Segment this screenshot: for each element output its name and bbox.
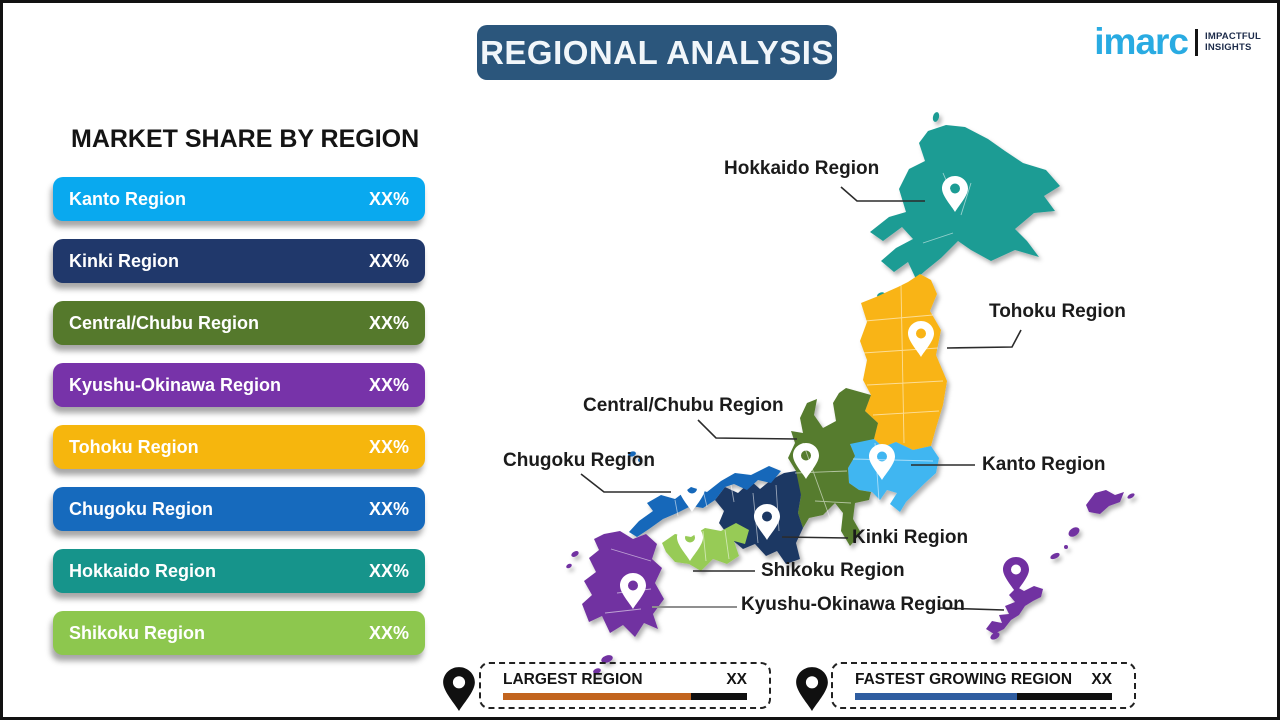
island-okinawa-islet (990, 632, 1000, 640)
share-bar-value: XX% (368, 622, 409, 643)
share-bar-label: Kanto Region (69, 188, 186, 209)
region-shikoku (662, 523, 749, 571)
island-kyushu-islet (593, 668, 601, 674)
leader-tohoku (946, 329, 1022, 349)
map-label-hokkaido: Hokkaido Region (724, 158, 880, 179)
logo-tagline: IMPACTFUL INSIGHTS (1205, 31, 1261, 53)
share-bar-label: Hokkaido Region (69, 560, 217, 581)
map-label-kyushu-okinawa: Kyushu-Okinawa Region (741, 594, 965, 615)
share-bar-label: Kinki Region (69, 250, 180, 271)
page-title: REGIONAL ANALYSIS (480, 33, 834, 71)
island-kyushu-islet (571, 551, 579, 557)
island-okinawa-islet (1068, 527, 1080, 537)
island-okinawa-islet (1050, 552, 1060, 560)
share-bar-label: Kyushu-Okinawa Region (69, 374, 282, 395)
share-bar-label: Shikoku Region (69, 622, 206, 643)
region-chugoku (629, 466, 781, 537)
map-label-chubu: Central/Chubu Region (583, 395, 784, 416)
pin-okinawa (1003, 557, 1029, 593)
legend-fastest-value: XX (1091, 671, 1112, 688)
map-label-shikoku: Shikoku Region (761, 560, 905, 581)
share-bar-chugoku: Chugoku Region XX% (53, 487, 425, 531)
legend-fastest-bar (855, 693, 1112, 700)
share-bar-kinki: Kinki Region XX% (53, 239, 425, 283)
island-oki (628, 451, 636, 457)
region-tohoku (860, 274, 947, 450)
leader-kyushu-right (939, 607, 1005, 611)
map-label-tohoku: Tohoku Region (989, 301, 1126, 322)
share-bar-value: XX% (368, 250, 409, 271)
map-label-kanto: Kanto Region (982, 454, 1106, 475)
share-bar-value: XX% (368, 498, 409, 519)
island-okinawa-islet (1127, 493, 1135, 499)
leader-kinki (781, 536, 849, 539)
imarc-logo-wordmark: imarc (1094, 21, 1189, 62)
island-kyushu-islet (601, 655, 613, 663)
map-label-chugoku: Chugoku Region (503, 450, 655, 471)
imarc-logo: imarc IMPACTFUL INSIGHTS (1094, 21, 1261, 62)
share-bar-chubu: Central/Chubu Region XX% (53, 301, 425, 345)
share-bar-kyushu-okinawa: Kyushu-Okinawa Region XX% (53, 363, 425, 407)
share-bar-shikoku: Shikoku Region XX% (53, 611, 425, 655)
map-label-kinki: Kinki Region (852, 527, 969, 548)
share-bar-value: XX% (368, 374, 409, 395)
island-okinawa-north (1086, 490, 1124, 514)
share-bar-value: XX% (368, 312, 409, 333)
region-chubu (788, 388, 878, 546)
island-okinawa-main (986, 586, 1043, 634)
japan-map (443, 112, 1135, 711)
share-bar-value: XX% (368, 188, 409, 209)
legend-largest-bar (503, 693, 747, 700)
leader-hokkaido (840, 186, 925, 202)
legend-largest-value: XX (726, 671, 747, 688)
market-share-heading: MARKET SHARE BY REGION (71, 125, 420, 153)
leader-chubu (697, 419, 798, 440)
island-kyushu-islet (566, 563, 572, 569)
legend-fastest-growing-region: FASTEST GROWING REGION XX (831, 662, 1136, 709)
legend-pin-fastest (796, 667, 828, 711)
page-title-banner: REGIONAL ANALYSIS (477, 25, 837, 80)
legend-largest-region: LARGEST REGION XX (479, 662, 771, 709)
share-bar-label: Tohoku Region (69, 436, 199, 457)
island-oki (638, 458, 642, 462)
leader-chugoku (580, 473, 671, 493)
share-bar-kanto: Kanto Region XX% (53, 177, 425, 221)
legend-largest-label: LARGEST REGION (503, 671, 643, 688)
island-hokkaido-islet (932, 112, 940, 122)
island-okinawa-islet (1064, 545, 1068, 549)
legend-fastest-label: FASTEST GROWING REGION (855, 671, 1073, 688)
logo-divider (1195, 28, 1199, 56)
share-bar-label: Central/Chubu Region (69, 312, 259, 333)
share-bar-hokkaido: Hokkaido Region XX% (53, 549, 425, 593)
market-share-list: Kanto Region XX% Kinki Region XX% Centra… (53, 177, 425, 655)
share-bar-value: XX% (368, 560, 409, 581)
legend-pin-largest (443, 667, 475, 711)
share-bar-label: Chugoku Region (69, 498, 213, 519)
share-bar-tohoku: Tohoku Region XX% (53, 425, 425, 469)
share-bar-value: XX% (368, 436, 409, 457)
